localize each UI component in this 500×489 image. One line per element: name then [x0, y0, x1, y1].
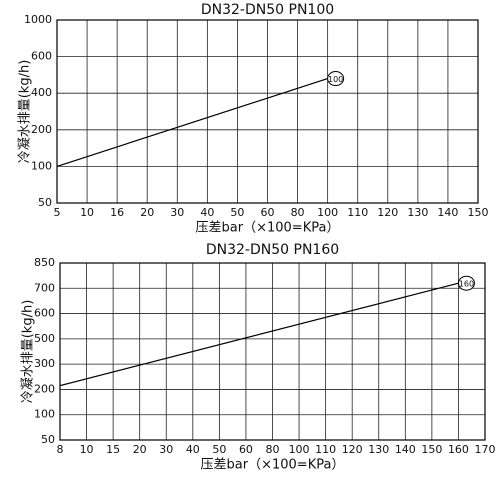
- chart-title: DN32-DN50 PN100: [201, 2, 334, 18]
- x-tick-label: 10: [80, 443, 94, 456]
- plot-frame: [56, 19, 479, 204]
- line: [56, 77, 328, 167]
- x-tick-label: 120: [342, 443, 363, 456]
- x-tick-label: 8: [57, 443, 64, 456]
- y-tick-label: 1000: [24, 13, 52, 26]
- x-tick-label: 20: [133, 443, 147, 456]
- x-tick-label: 130: [368, 443, 389, 456]
- x-tick-label: 60: [239, 443, 253, 456]
- chart-title: DN32-DN50 PN160: [206, 242, 339, 258]
- y-tick-label: 50: [41, 433, 55, 446]
- y-tick-label: 100: [34, 408, 55, 421]
- y-tick-label: 200: [31, 123, 52, 136]
- y-tick-label: 200: [34, 382, 55, 395]
- legend-marker: [457, 275, 475, 291]
- legend-label: 100: [328, 75, 343, 84]
- x-tick-label: 15: [106, 443, 120, 456]
- x-tick-label: 140: [437, 206, 458, 219]
- x-tick-label: 30: [170, 206, 184, 219]
- x-tick-label: 10: [80, 206, 94, 219]
- x-tick-label: 100: [317, 206, 338, 219]
- y-axis-title: 冷凝水排量(kg/h): [20, 300, 36, 404]
- x-tick-label: 110: [315, 443, 336, 456]
- y-tick-label: 600: [34, 307, 55, 320]
- x-tick-label: 110: [347, 206, 368, 219]
- x-tick-label: 160: [448, 443, 469, 456]
- x-tick-label: 40: [200, 206, 214, 219]
- x-tick-label: 40: [186, 443, 200, 456]
- x-tick-label: 50: [212, 443, 226, 456]
- y-tick-label: 50: [38, 196, 52, 209]
- x-tick-label: 150: [468, 206, 489, 219]
- x-tick-label: 80: [291, 206, 305, 219]
- plot-frame: [59, 262, 486, 441]
- y-tick-label: 700: [34, 281, 55, 294]
- x-axis-title: 压差bar（×100=KPa）: [196, 221, 340, 236]
- y-tick-label: 600: [31, 50, 52, 63]
- x-tick-label: 130: [407, 206, 428, 219]
- y-tick-label: 850: [34, 256, 55, 269]
- x-tick-label: 170: [475, 443, 496, 456]
- x-tick-label: 100: [289, 443, 310, 456]
- y-tick-label: 400: [31, 86, 52, 99]
- x-tick-label: 140: [395, 443, 416, 456]
- x-tick-label: 5: [54, 206, 61, 219]
- legend-label: 160: [459, 280, 474, 289]
- x-tick-label: 30: [159, 443, 173, 456]
- x-tick-label: 120: [377, 206, 398, 219]
- x-tick-label: 50: [230, 206, 244, 219]
- y-tick-label: 100: [31, 159, 52, 172]
- x-tick-label: 150: [421, 443, 442, 456]
- y-tick-label: 500: [34, 332, 55, 345]
- y-tick-label: 300: [34, 357, 55, 370]
- x-axis-title: 压差bar（×100=KPa）: [201, 458, 345, 473]
- line: [59, 282, 459, 387]
- x-tick-label: 20: [140, 206, 154, 219]
- legend-marker: [327, 71, 345, 87]
- x-tick-label: 80: [266, 443, 280, 456]
- x-tick-label: 60: [261, 206, 275, 219]
- y-axis-title: 冷凝水排量(kg/h): [17, 60, 33, 164]
- x-tick-label: 16: [110, 206, 124, 219]
